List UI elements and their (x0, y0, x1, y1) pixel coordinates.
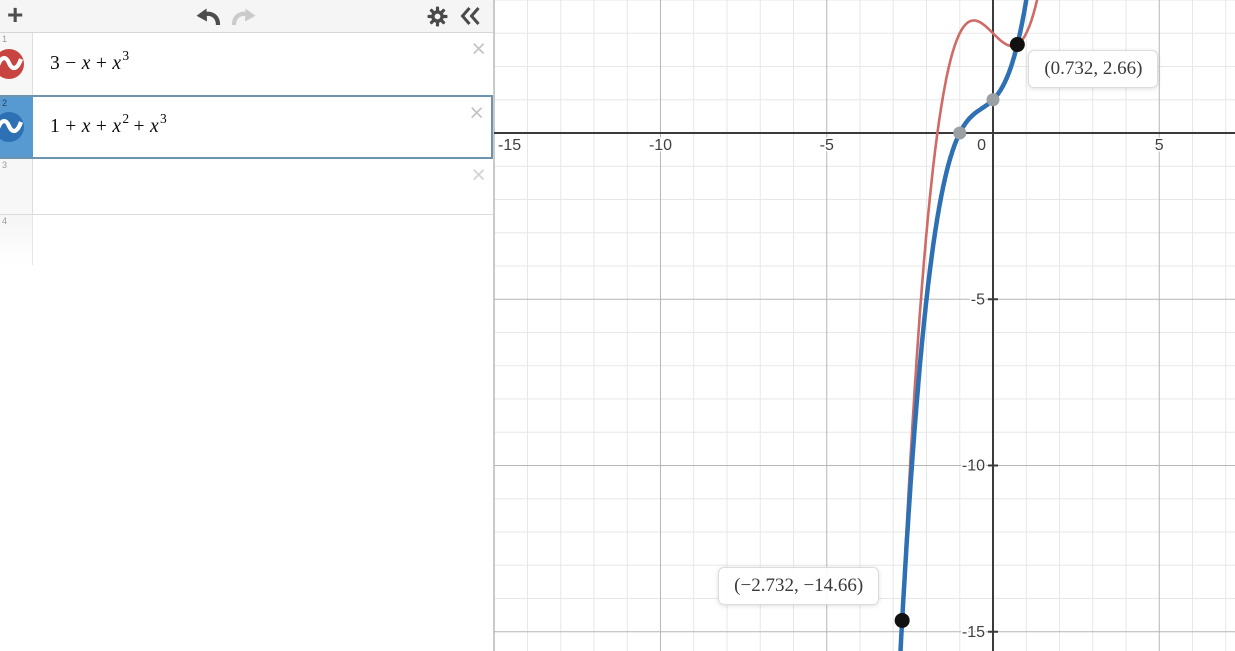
expression-input-3[interactable] (33, 159, 493, 214)
row-number: 1 (2, 34, 8, 44)
expression-math: 1 + x + x2 + x3 (50, 110, 168, 137)
curve-expr1[interactable] (494, 0, 1235, 651)
graph-point-intersection[interactable] (1009, 37, 1025, 53)
expression-input-2[interactable]: 1 + x + x2 + x3 (33, 97, 491, 157)
curve-expr2[interactable] (494, 0, 1235, 651)
collapse-sidebar-button[interactable] (458, 5, 482, 29)
delete-expression-button[interactable]: × (471, 35, 486, 63)
undo-button[interactable] (193, 6, 221, 30)
function-curve-icon[interactable] (0, 109, 27, 145)
function-curve-icon[interactable] (0, 46, 27, 82)
expression-toolbar: + (0, 0, 493, 33)
expression-row-2-selected[interactable]: 2 1 + x + x2 + x3 × (0, 95, 493, 159)
add-expression-button[interactable]: + (7, 0, 24, 30)
svg-text:-5: -5 (971, 291, 985, 308)
expression-math: 3 − x + x3 (50, 47, 130, 74)
expression-gutter-1[interactable]: 1 (0, 33, 33, 95)
svg-text:-10: -10 (962, 458, 985, 475)
graph-point-x-intercept[interactable] (953, 126, 967, 140)
graph-point-y-intercept[interactable] (986, 93, 1000, 107)
axes (494, 0, 1235, 651)
graph-settings-button[interactable] (426, 5, 449, 30)
row-number: 4 (2, 216, 8, 226)
double-chevron-left-icon (460, 7, 480, 25)
row-number: 3 (2, 160, 8, 170)
svg-text:-10: -10 (649, 137, 672, 154)
svg-text:0: 0 (977, 137, 986, 154)
point-tooltip: (0.732, 2.66) (1028, 49, 1159, 88)
grid-major (494, 0, 1235, 651)
svg-text:-5: -5 (820, 137, 834, 154)
expression-sidebar: + (0, 0, 494, 651)
expression-gutter-2[interactable]: 2 (0, 97, 33, 157)
graph-canvas[interactable]: -15 -10 -5 0 5 -5 -10 -15 (494, 0, 1235, 651)
expression-row-1[interactable]: 1 3 − x + x3 × (0, 33, 493, 95)
delete-expression-button[interactable]: × (471, 161, 486, 189)
undo-arrow-icon (196, 8, 221, 26)
svg-text:5: 5 (1155, 137, 1164, 154)
grid-minor (494, 0, 1235, 651)
expression-gutter-4: 4 (0, 215, 33, 265)
axis-tick-labels: -15 -10 -5 0 5 -5 -10 -15 (497, 136, 1166, 643)
point-tooltip: (−2.732, −14.66) (718, 567, 880, 606)
redo-arrow-icon (231, 8, 256, 26)
svg-text:-15: -15 (962, 624, 985, 641)
expression-list: 1 3 − x + x3 × 2 (0, 33, 493, 651)
gear-icon (427, 6, 448, 27)
delete-expression-button[interactable]: × (469, 99, 484, 127)
expression-input-1[interactable]: 3 − x + x3 (33, 33, 493, 95)
row-number: 2 (2, 98, 8, 108)
svg-text:-15: -15 (498, 137, 521, 154)
graph-point-intersection[interactable] (894, 612, 910, 628)
expression-gutter-3[interactable]: 3 (0, 159, 33, 214)
expression-row-3-empty[interactable]: 3 × (0, 159, 493, 215)
graph-paper[interactable]: -15 -10 -5 0 5 -5 -10 -15 (0.732, 2.66) (−2.732… (494, 0, 1235, 651)
redo-button[interactable] (231, 6, 259, 30)
expression-row-4-placeholder[interactable]: 4 (0, 215, 493, 265)
